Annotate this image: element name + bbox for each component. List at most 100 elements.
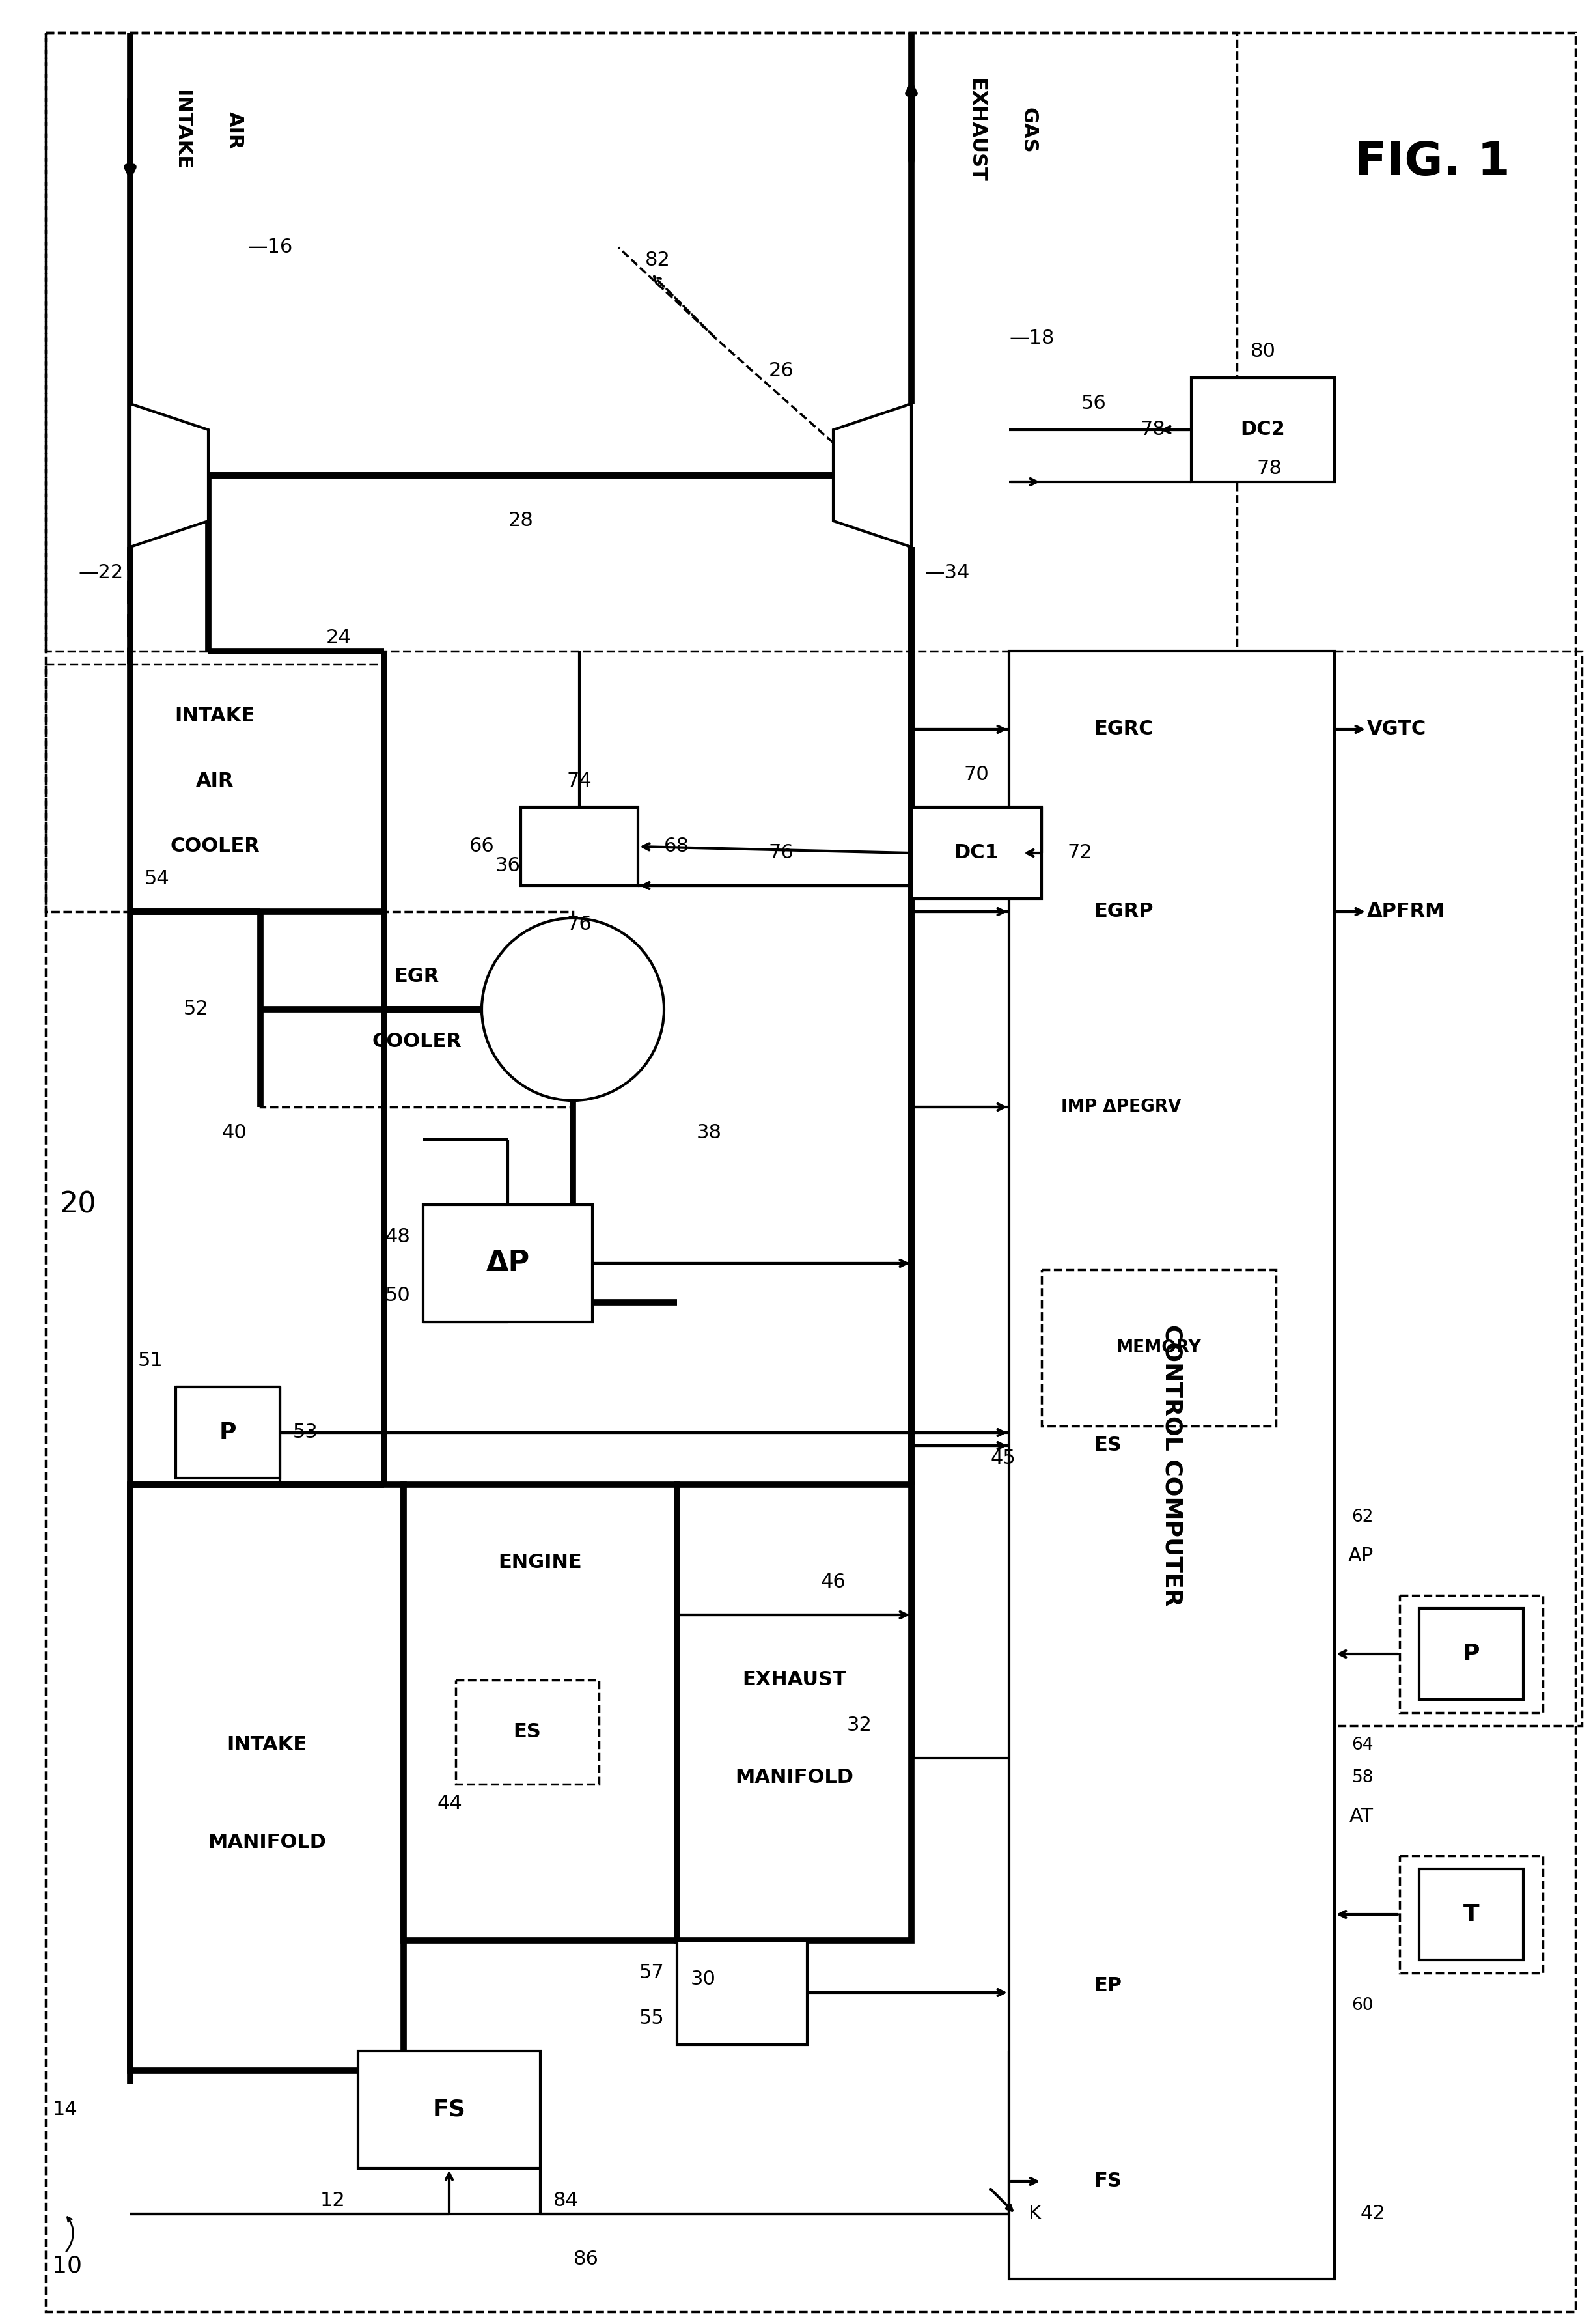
Text: ES: ES	[514, 1722, 541, 1741]
Text: EP: EP	[1093, 1978, 1122, 1996]
Text: AT: AT	[1349, 1808, 1373, 1827]
Text: 12: 12	[320, 2192, 345, 2210]
Text: AIR: AIR	[196, 772, 234, 790]
Bar	[261, 911, 573, 1106]
Text: 26: 26	[768, 363, 794, 381]
Bar	[1419, 1868, 1523, 1959]
Text: P: P	[220, 1422, 237, 1443]
Text: EXHAUST: EXHAUST	[967, 79, 986, 181]
Text: 40: 40	[221, 1122, 247, 1143]
Text: 70: 70	[964, 765, 990, 783]
Text: EXHAUST: EXHAUST	[741, 1671, 846, 1690]
Text: 52: 52	[183, 999, 208, 1018]
Text: 42: 42	[1360, 2205, 1386, 2224]
Bar	[678, 1485, 912, 1941]
Text: INTAKE: INTAKE	[175, 706, 255, 725]
Text: AIR: AIR	[224, 112, 243, 149]
Text: —34: —34	[924, 565, 969, 583]
Text: ΔP: ΔP	[485, 1250, 530, 1278]
Bar	[1335, 651, 1581, 1727]
Bar	[46, 665, 383, 911]
Text: 30: 30	[690, 1971, 716, 1989]
Text: 36: 36	[495, 858, 520, 876]
Text: 46: 46	[821, 1573, 846, 1592]
Text: 56: 56	[1080, 395, 1106, 414]
Text: 53: 53	[293, 1422, 318, 1441]
Text: 44: 44	[438, 1794, 463, 1813]
Text: 82: 82	[646, 251, 670, 270]
Text: 50: 50	[385, 1287, 410, 1306]
Bar	[678, 1941, 807, 2045]
Bar	[130, 1485, 404, 2071]
Text: K: K	[1028, 2205, 1042, 2224]
Text: 62: 62	[1352, 1508, 1373, 1525]
Text: 78: 78	[1139, 421, 1165, 439]
Bar	[1042, 1269, 1276, 1427]
Text: 45: 45	[990, 1450, 1015, 1469]
Text: —22: —22	[78, 565, 123, 583]
Bar	[1400, 1594, 1543, 1713]
Text: 76: 76	[566, 916, 592, 934]
Text: 48: 48	[385, 1227, 410, 1246]
Text: 68: 68	[663, 837, 689, 855]
Text: MANIFOLD: MANIFOLD	[208, 1834, 326, 1852]
Bar	[175, 1387, 280, 1478]
Text: 55: 55	[638, 2010, 663, 2029]
Text: 66: 66	[469, 837, 495, 855]
Bar	[1419, 1608, 1523, 1699]
Text: EGRP: EGRP	[1093, 902, 1153, 920]
Text: 38: 38	[697, 1122, 722, 1143]
Text: MEMORY: MEMORY	[1117, 1339, 1201, 1357]
Text: 57: 57	[638, 1964, 663, 1982]
Text: EGRC: EGRC	[1093, 720, 1153, 739]
Text: 60: 60	[1352, 1996, 1373, 2015]
Text: ES: ES	[1093, 1436, 1122, 1455]
Text: 51: 51	[137, 1353, 162, 1371]
Text: 72: 72	[1068, 844, 1093, 862]
Polygon shape	[130, 404, 208, 546]
Text: T: T	[1464, 1903, 1480, 1927]
Text: EGR: EGR	[395, 967, 439, 985]
Bar	[404, 1485, 678, 1941]
Bar	[1192, 379, 1335, 481]
Text: VGTC: VGTC	[1367, 720, 1427, 739]
Text: 74: 74	[566, 772, 592, 790]
Text: 84: 84	[554, 2192, 579, 2210]
Text: AP: AP	[1348, 1548, 1373, 1566]
Text: MANIFOLD: MANIFOLD	[735, 1769, 853, 1787]
Bar	[455, 1680, 598, 1785]
Text: 86: 86	[573, 2250, 598, 2268]
Text: GAS: GAS	[1020, 107, 1037, 153]
Text: 32: 32	[846, 1715, 872, 1736]
Bar	[358, 2052, 541, 2168]
Text: COOLER: COOLER	[170, 837, 259, 855]
Text: —18: —18	[1009, 330, 1055, 349]
Text: 54: 54	[145, 869, 169, 888]
Text: IMP ΔPEGRV: IMP ΔPEGRV	[1061, 1099, 1181, 1116]
Text: FS: FS	[433, 2099, 466, 2122]
Polygon shape	[834, 404, 912, 546]
Text: CONTROL COMPUTER: CONTROL COMPUTER	[1161, 1325, 1182, 1606]
Text: 14: 14	[53, 2101, 78, 2119]
Text: INTAKE: INTAKE	[173, 91, 191, 170]
Bar	[520, 806, 638, 885]
Bar	[912, 806, 1042, 899]
Text: 64: 64	[1352, 1736, 1373, 1755]
Text: DC1: DC1	[955, 844, 999, 862]
Text: 80: 80	[1251, 342, 1276, 360]
Circle shape	[482, 918, 663, 1102]
Text: FS: FS	[1093, 2173, 1122, 2192]
Text: 78: 78	[1257, 460, 1282, 479]
Text: 58: 58	[1352, 1769, 1373, 1787]
Bar	[1009, 651, 1335, 2280]
Text: INTAKE: INTAKE	[228, 1736, 307, 1755]
Text: DC2: DC2	[1241, 421, 1286, 439]
Bar	[1400, 1857, 1543, 1973]
Text: 24: 24	[326, 630, 352, 648]
Text: ΔPFRM: ΔPFRM	[1367, 902, 1446, 920]
Bar	[46, 33, 1236, 651]
Text: 20: 20	[60, 1190, 97, 1218]
Text: 76: 76	[768, 844, 794, 862]
Text: COOLER: COOLER	[372, 1032, 461, 1050]
Text: 10: 10	[53, 2254, 83, 2278]
